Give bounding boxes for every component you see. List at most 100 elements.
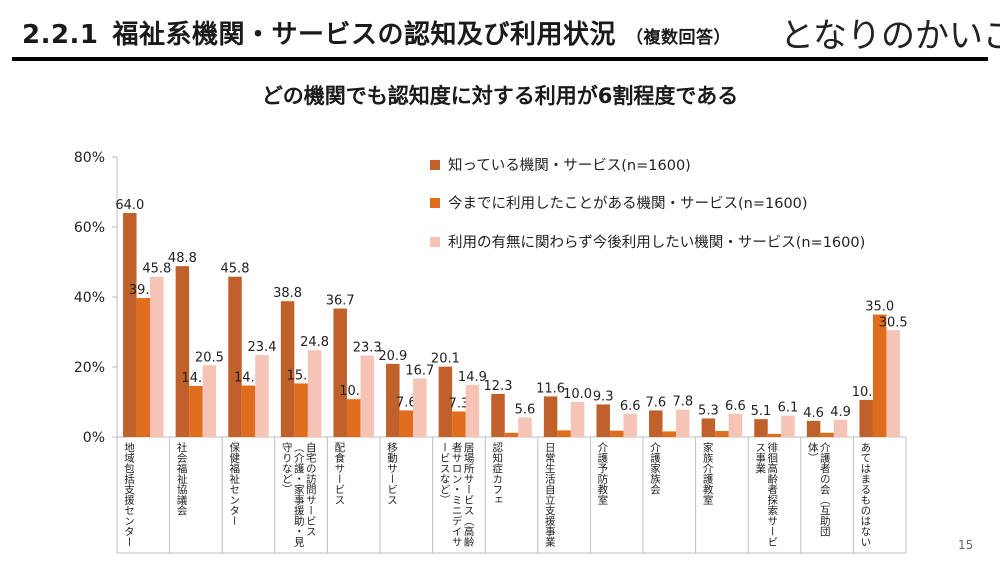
title-note: （複数回答） [626,28,732,48]
bar [623,413,637,437]
bar [820,432,834,437]
data-label: 24.8 [300,335,329,350]
title-text: 福祉系機関・サービスの認知及び利用状況 [112,20,617,50]
data-label: 20.9 [378,349,407,364]
legend-label: 知っている機関・サービス(n=1600) [448,157,691,174]
legend-label: 今までに利用したことがある機関・サービス(n=1600) [448,195,808,212]
x-tick-label: 居場所サービス（高齢者サロン・ミニデイサービスなど） [438,442,475,547]
bar [189,385,203,437]
data-label: 20.1 [431,352,460,367]
bar [570,402,585,437]
bar [662,431,677,437]
data-label: 11.6 [536,381,565,396]
brand-logo: となりのかいご [780,16,1000,56]
bar [491,393,505,437]
x-tick-label: 地域包括支援センター [123,442,135,547]
bar [806,420,821,437]
legend-swatch [430,237,440,247]
y-tick-label: 60% [74,220,105,236]
data-label: 7.6 [396,395,417,410]
bar [123,213,137,437]
y-tick-label: 40% [74,290,105,306]
bar [294,383,308,437]
bar [228,276,242,437]
data-label: 5.3 [698,403,719,418]
bar [557,430,571,437]
data-label: 45.8 [221,262,250,277]
data-label: 20.5 [195,350,224,365]
x-tick-label: 介護予防教室 [596,442,609,505]
data-label: 10.0 [563,387,592,402]
bar [781,415,795,437]
x-tick-label: 認知症カフェ [491,442,504,505]
data-label: 4.6 [803,406,824,421]
page-number: 15 [958,538,974,552]
bar [175,266,190,437]
data-label: 48.8 [168,251,197,266]
bar [701,418,716,437]
bar [465,384,480,437]
x-tick-label: 社会福祉協議会 [175,442,188,516]
bar [596,404,610,437]
data-label: 7.8 [672,395,693,410]
x-tick-label: 家族介護教室 [701,442,714,505]
data-label: 4.9 [830,405,851,420]
bar [649,410,663,437]
data-label: 14.9 [458,370,487,385]
bar [413,378,427,437]
bar [728,413,743,437]
bar [255,355,269,437]
x-tick-label: 介護家族会 [649,442,661,495]
data-label: 64.0 [115,198,144,213]
data-label: 45.8 [142,262,171,277]
x-tick-label: 移動サービス [386,442,398,505]
data-label: 6.1 [778,401,799,416]
title-divider [12,57,988,61]
data-label: 12.3 [484,379,513,394]
data-label: 23.4 [248,340,277,355]
bar [280,301,295,437]
data-label: 16.7 [405,364,434,379]
data-label: 6.6 [620,399,641,414]
bar [859,399,873,437]
bar [386,363,400,437]
data-label: 36.7 [326,294,355,309]
data-label: 6.6 [725,399,746,414]
bar [715,431,729,437]
bar [452,411,466,437]
bar [333,308,347,437]
bar [518,417,532,437]
section-number: 2.2.1 [22,20,99,50]
x-tick-label: 徘徊高齢者探索サービス事業 [754,442,779,547]
bar [872,314,887,437]
data-label: 5.1 [751,404,772,419]
y-tick-label: 0% [83,430,105,446]
legend-swatch [430,160,440,170]
bar [609,430,624,437]
data-label: 7.6 [645,395,666,410]
bar [543,396,558,437]
data-label: 5.6 [515,402,536,417]
x-tick-label: あてはまるものはない [859,442,872,547]
bar [241,385,256,437]
data-label: 30.5 [879,315,908,330]
y-tick-label: 20% [74,360,105,376]
bar [360,355,374,437]
bar [767,433,782,437]
x-tick-label: 介護者の会（互助団体） [806,442,831,537]
legend-label: 利用の有無に関わらず今後利用したい機関・サービス(n=1600) [448,234,865,251]
chart-headline: どの機関でも認知度に対する利用が6割程度である [261,84,739,108]
x-tick-label: 保健福祉センター [228,442,241,526]
data-label: 9.3 [593,389,614,404]
legend-swatch [430,198,440,208]
data-label: 35.0 [865,300,894,315]
bar [438,366,453,437]
bar [504,432,519,437]
bar [833,419,848,437]
x-tick-label: 自宅の訪問サービス（介護・家事援助・見守りなど） [280,442,317,547]
y-tick-label: 80% [74,150,105,166]
bar [676,409,690,437]
bar [307,350,322,437]
bar [754,419,768,437]
